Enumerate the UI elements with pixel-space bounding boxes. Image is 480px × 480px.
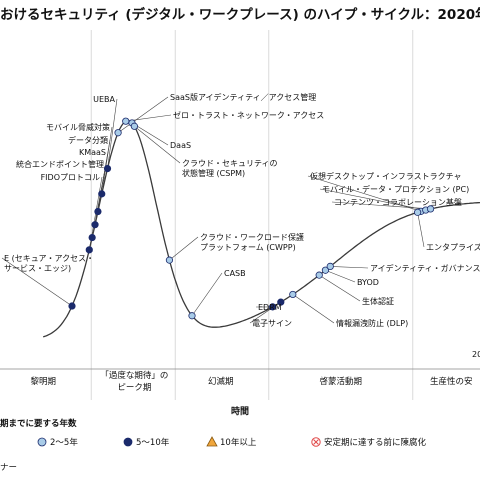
leader-line	[134, 126, 181, 164]
point-label-4: クラウド・セキュリティの状態管理 (CSPM)	[182, 159, 278, 178]
data-point-14[interactable]	[413, 208, 422, 216]
data-point-22[interactable]	[269, 303, 277, 311]
point-label-22: EDRM	[258, 303, 282, 312]
leader-line	[1, 257, 73, 307]
data-point-2[interactable]	[122, 117, 130, 125]
point-label-7: 情報漏洩防止 (DLP)	[336, 318, 408, 328]
data-point-20[interactable]	[85, 246, 93, 254]
leader-line	[292, 294, 335, 324]
phase-label-2: 「過度な期待」のピーク期	[100, 370, 168, 393]
leader-line	[319, 188, 426, 211]
phase-label-3: 幻滅期	[208, 376, 234, 387]
legend-title: 期までに要する年数	[0, 418, 77, 429]
legend-marker-1	[37, 437, 47, 447]
leader-line	[191, 272, 223, 316]
as-of-note: 20	[472, 350, 480, 359]
data-point-16[interactable]	[98, 190, 106, 198]
legend-marker-3	[206, 436, 218, 447]
data-point-4[interactable]	[130, 122, 138, 130]
data-point-21[interactable]	[68, 302, 76, 310]
phase-label-5: 生産性の安	[430, 376, 473, 387]
point-label-19: 統合エンドポイント管理	[16, 159, 104, 169]
data-point-13[interactable]	[426, 205, 435, 213]
leader-line	[325, 269, 356, 283]
point-label-23: 電子サイン	[252, 319, 292, 328]
point-label-12: モバイル・データ・プロテクション (PC)	[322, 184, 469, 194]
point-label-10: アイデンティティ・ガバナンス／	[370, 263, 480, 273]
x-axis-title: 時間	[231, 405, 249, 417]
point-label-20: FIDOプロトコル	[41, 173, 100, 182]
data-point-9[interactable]	[321, 266, 330, 274]
leader-line	[417, 212, 425, 248]
footer-note: ナー	[0, 463, 17, 473]
point-label-3: DaaS	[170, 141, 191, 150]
data-point-18[interactable]	[91, 221, 99, 229]
point-label-8: 生体認証	[362, 296, 394, 306]
point-label-6: CASB	[224, 269, 246, 278]
point-label-18: KMaaS	[79, 148, 106, 157]
legend-marker-2	[123, 437, 133, 447]
data-point-19[interactable]	[88, 233, 96, 242]
legend-label-4: 安定期に達する前に陳腐化	[324, 437, 427, 448]
leader-line	[319, 274, 361, 302]
legend-label-1: 2～5年	[50, 437, 78, 448]
point-label-14: エンタプライズ・モビ	[426, 242, 480, 252]
phase-label-1: 黎明期	[30, 376, 56, 387]
legend-label-2: 5～10年	[136, 437, 170, 448]
point-label-15: UEBA	[93, 95, 115, 104]
data-point-6[interactable]	[188, 312, 196, 320]
leader-line	[131, 122, 169, 146]
data-point-17[interactable]	[94, 207, 102, 216]
point-label-1: SaaS版アイデンティティ／アクセス管理	[170, 92, 316, 102]
point-label-2: ゼロ・トラスト・ネットワーク・アクセス	[173, 110, 324, 120]
phase-label-4: 啓蒙活動期	[320, 376, 363, 387]
data-point-8[interactable]	[315, 271, 323, 279]
leader-line	[107, 98, 118, 169]
leader-line	[169, 236, 199, 261]
point-label-9: BYOD	[357, 278, 379, 287]
data-point-1[interactable]	[114, 129, 122, 137]
hype-curve	[42, 120, 480, 338]
leader-line	[331, 201, 431, 210]
data-point-15[interactable]	[103, 164, 112, 173]
point-label-13: コンテンツ・コラボレーション基盤	[334, 197, 462, 207]
data-point-5[interactable]	[165, 256, 174, 264]
data-point-7[interactable]	[289, 290, 297, 299]
point-label-5: クラウド・ワークロード保護プラットフォーム (CWPP)	[200, 232, 304, 252]
leader-line	[117, 96, 169, 133]
data-point-10[interactable]	[326, 262, 334, 271]
page-title: おけるセキュリティ (デジタル・ワークプレース) のハイプ・サイクル：2020年	[0, 7, 480, 23]
data-point-23[interactable]	[277, 298, 285, 306]
leader-line	[330, 266, 369, 269]
legend-label-3: 10年以上	[220, 437, 257, 448]
point-label-17: データ分類	[68, 135, 108, 145]
point-label-11: 仮想デスクトップ・インフラストラクチャ	[310, 171, 462, 181]
point-label-21: E (セキュア・アクセス・サービス・エッジ)	[4, 254, 94, 273]
legend-marker-4	[311, 437, 321, 447]
leader-line	[101, 126, 113, 194]
point-label-16: モバイル脅威対策	[46, 122, 110, 132]
